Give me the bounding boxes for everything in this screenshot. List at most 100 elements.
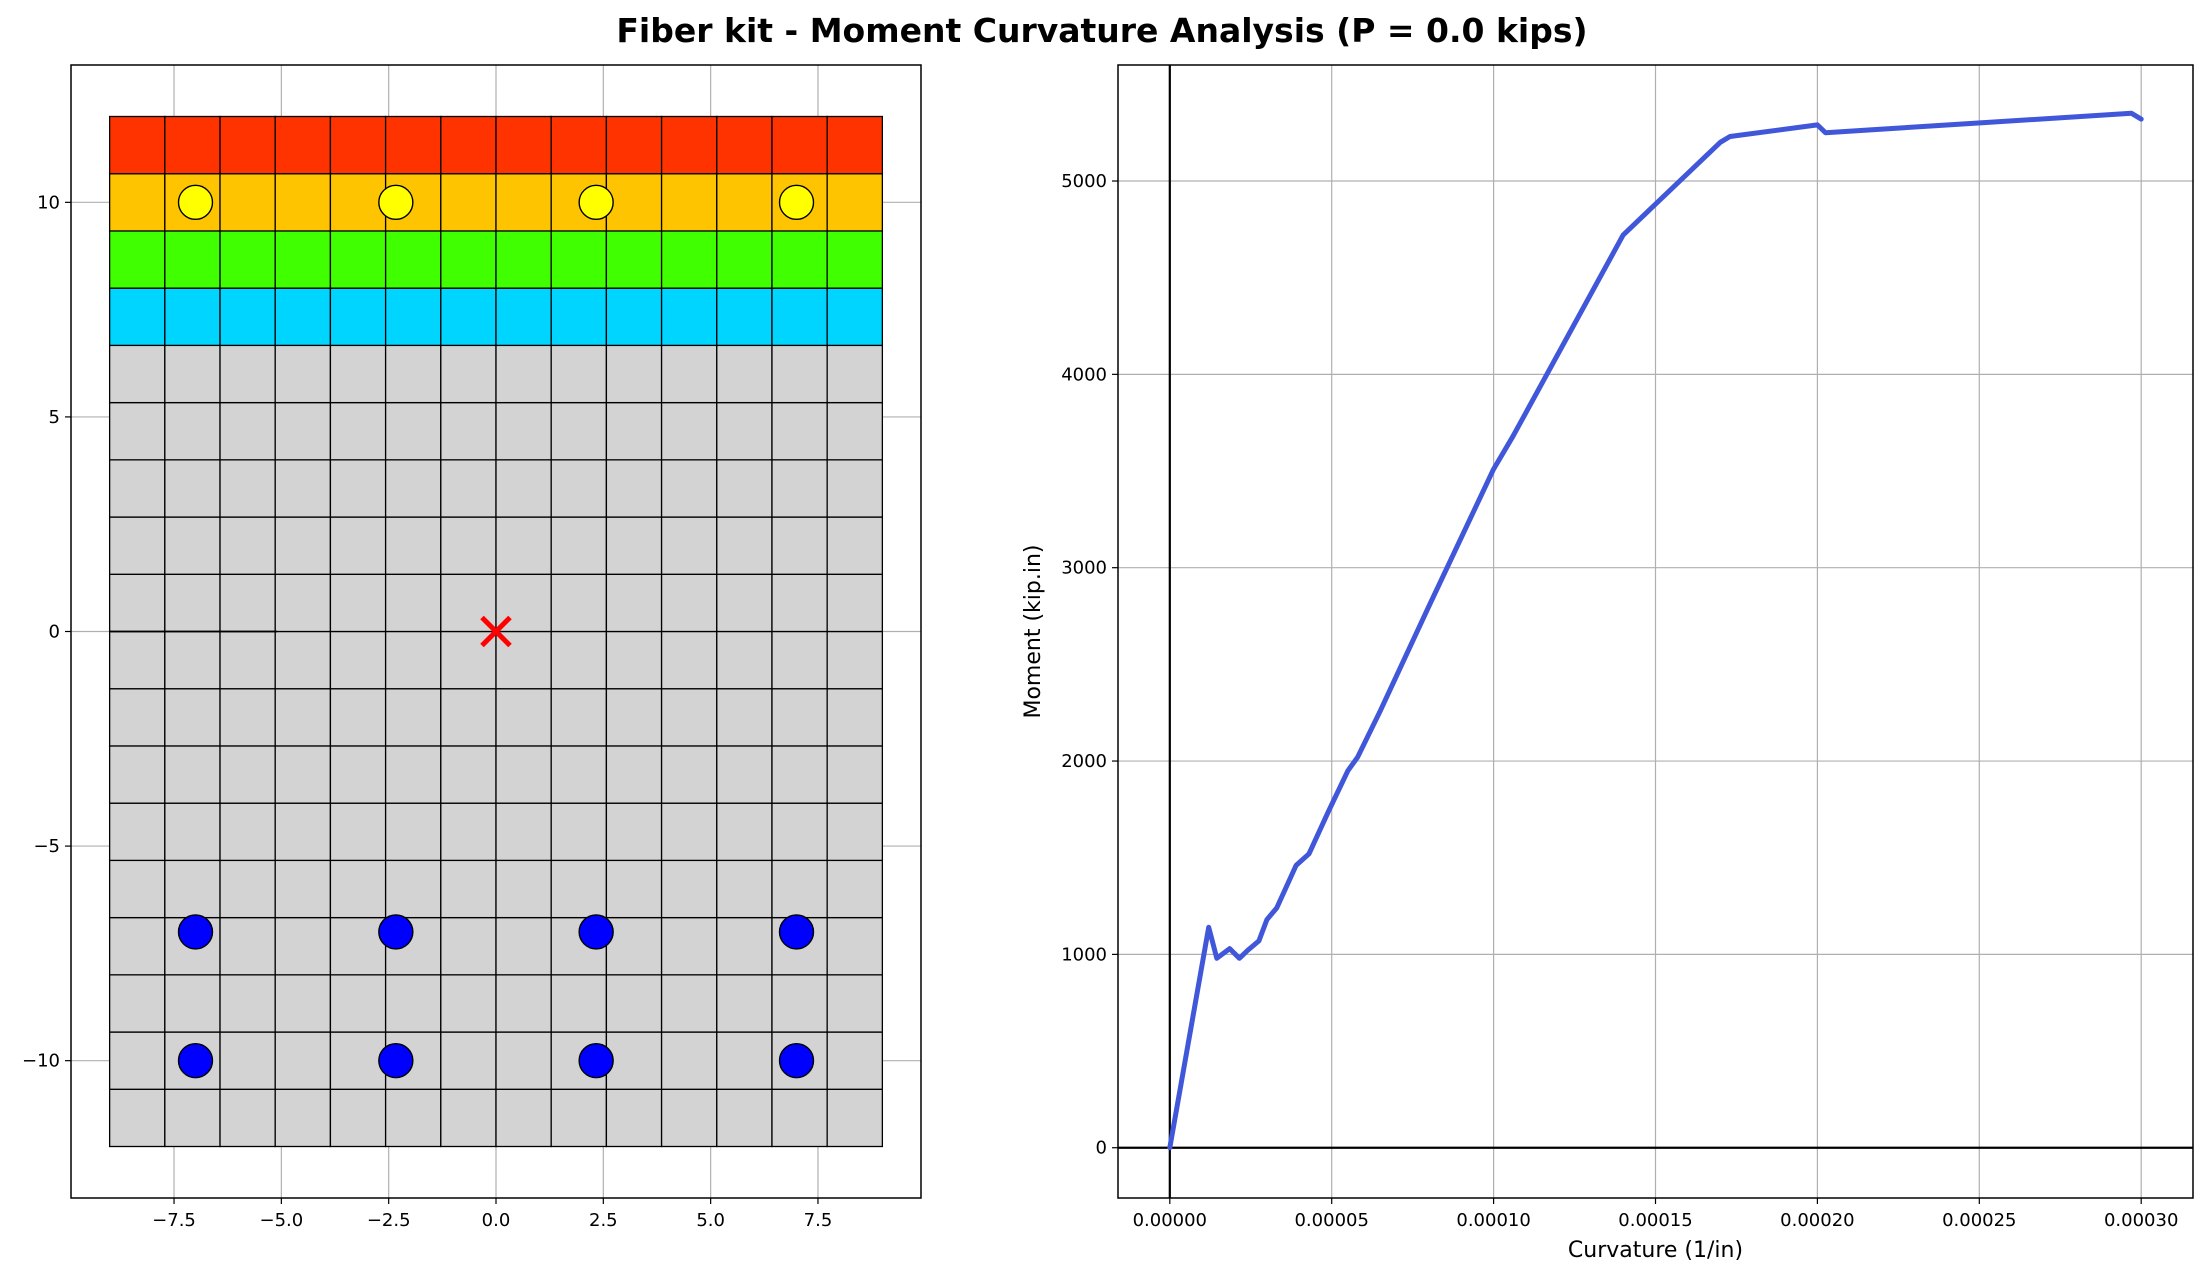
fiber-cell xyxy=(219,173,276,232)
fiber-cell xyxy=(771,459,828,518)
fiber-cell xyxy=(440,802,497,862)
moment-curvature-y-tick-label: 1000 xyxy=(1061,944,1107,965)
fiber-cell xyxy=(219,287,276,347)
fiber-cell xyxy=(550,745,608,804)
fiber-cell xyxy=(440,516,497,575)
fiber-cell xyxy=(716,688,773,747)
moment-curvature-x-tick-label: 0.00000 xyxy=(1133,1210,1207,1231)
fiber-cell xyxy=(550,287,608,347)
fiber-cell xyxy=(274,573,332,633)
fiber-cell xyxy=(219,1088,276,1148)
section-x-tick-label: 2.5 xyxy=(589,1210,618,1231)
fiber-cell xyxy=(384,401,442,461)
fiber-cell xyxy=(495,287,552,347)
fiber-cell xyxy=(108,859,166,919)
fiber-cell xyxy=(108,688,166,747)
fiber-cell xyxy=(108,974,166,1033)
fiber-cell xyxy=(164,287,221,347)
fiber-cell xyxy=(550,974,608,1033)
fiber-cell xyxy=(826,916,884,976)
fiber-cell xyxy=(771,630,828,690)
fiber-cell xyxy=(164,115,221,175)
fiber-cell xyxy=(605,401,663,461)
fiber-cell xyxy=(108,401,166,461)
rebar-marker xyxy=(177,914,214,950)
fiber-cell xyxy=(495,230,552,289)
fiber-cell xyxy=(329,859,387,919)
fiber-cell xyxy=(605,516,663,575)
fiber-cell xyxy=(219,802,276,862)
section-annotations xyxy=(109,615,512,648)
fiber-cell xyxy=(164,688,221,747)
fiber-cell xyxy=(440,1088,497,1148)
fiber-cell xyxy=(771,859,828,919)
fiber-cell xyxy=(440,344,497,404)
fiber-cell xyxy=(164,1088,221,1148)
x-axis-label: Curvature (1/in) xyxy=(1568,1238,1743,1263)
fiber-cell xyxy=(495,459,552,518)
fiber-cell xyxy=(164,745,221,804)
fiber-cell xyxy=(274,916,332,976)
fiber-cell xyxy=(108,287,166,347)
fiber-cell xyxy=(384,573,442,633)
fiber-cell xyxy=(716,573,773,633)
rebar-marker xyxy=(778,1042,815,1079)
fiber-cell xyxy=(826,573,884,633)
fiber-cell xyxy=(164,459,221,518)
fiber-cell xyxy=(274,287,332,347)
fiber-cell xyxy=(660,745,718,804)
fiber-cell xyxy=(716,1088,773,1148)
fiber-cell xyxy=(274,459,332,518)
fiber-cell xyxy=(384,287,442,347)
rebar-marker xyxy=(378,1042,414,1079)
section-ticks: −7.5 −5.0 −2.5 0.0 2.5 5.0 7.5 10 5 0 −5 −10 xyxy=(22,192,832,1231)
fiber-cell xyxy=(771,516,828,575)
fiber-cell xyxy=(495,916,552,976)
fiber-cell xyxy=(605,1031,663,1090)
fiber-cell xyxy=(495,974,552,1033)
moment-curvature-y-tick-label: 3000 xyxy=(1061,558,1107,579)
fiber-cell xyxy=(274,1088,332,1148)
fiber-cell xyxy=(108,745,166,804)
fiber-cell xyxy=(495,859,552,919)
fiber-cell xyxy=(274,401,332,461)
fiber-cell xyxy=(329,401,387,461)
fiber-cell xyxy=(495,1031,552,1090)
fiber-cell xyxy=(716,516,773,575)
fiber-cell xyxy=(274,1031,332,1090)
fiber-cell xyxy=(495,630,552,690)
fiber-cell xyxy=(826,344,884,404)
fiber-cell xyxy=(826,859,884,919)
fiber-cell xyxy=(826,459,884,518)
fiber-cell xyxy=(716,173,773,232)
fiber-cell xyxy=(716,459,773,518)
fiber-cell xyxy=(108,173,166,232)
fiber-cell xyxy=(771,1088,828,1148)
fiber-cell xyxy=(771,573,828,633)
fiber-cell xyxy=(771,344,828,404)
fiber-cell xyxy=(605,287,663,347)
rebar-marker xyxy=(378,184,414,221)
fiber-cell xyxy=(826,230,884,289)
fiber-cell xyxy=(495,115,552,175)
fiber-cell xyxy=(495,401,552,461)
fiber-cell xyxy=(274,745,332,804)
fiber-cell xyxy=(605,173,663,232)
moment-curvature-line xyxy=(1167,110,2144,1151)
fiber-cell xyxy=(660,230,718,289)
rebar-marker xyxy=(778,914,815,950)
fiber-cell xyxy=(384,115,442,175)
fiber-cell xyxy=(771,802,828,862)
fiber-cell xyxy=(550,230,608,289)
fiber-cell xyxy=(550,802,608,862)
fiber-cell xyxy=(329,573,387,633)
fiber-cell xyxy=(274,516,332,575)
fiber-cell xyxy=(716,115,773,175)
fiber-cell xyxy=(329,459,387,518)
fiber-cell xyxy=(716,802,773,862)
fiber-cell xyxy=(219,745,276,804)
moment-curvature-ticks: 0.00000 0.00005 0.00010 0.00015 0.00020 0.000… xyxy=(1061,171,2178,1231)
fiber-cell xyxy=(550,516,608,575)
moment-curvature-x-tick-label: 0.00010 xyxy=(1456,1210,1530,1231)
fiber-cell xyxy=(384,516,442,575)
